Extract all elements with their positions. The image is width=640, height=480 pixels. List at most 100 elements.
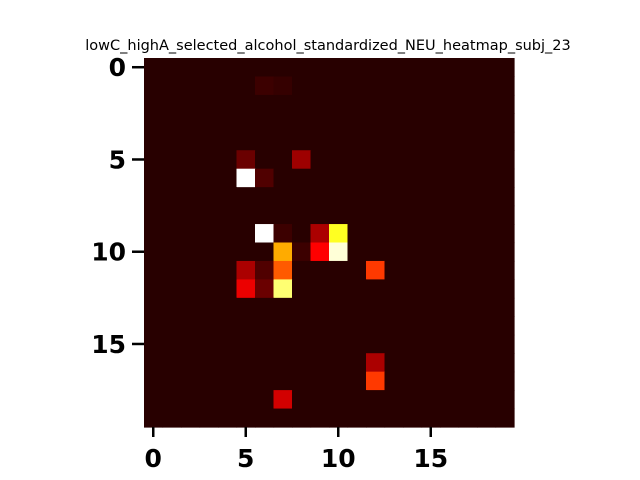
- heatmap-cell-0-6: [255, 58, 275, 78]
- heatmap-cell-11-10: [329, 260, 349, 280]
- heatmap-cell-9-1: [162, 224, 182, 244]
- heatmap-cell-19-2: [181, 408, 201, 428]
- heatmap-cell-6-5: [236, 168, 256, 188]
- heatmap-cell-18-8: [292, 390, 312, 410]
- heatmap-cell-11-5: [236, 260, 256, 280]
- heatmap-cell-7-19: [495, 187, 515, 207]
- heatmap-cell-6-10: [329, 168, 349, 188]
- heatmap-cell-7-13: [384, 187, 404, 207]
- heatmap-cell-17-15: [421, 371, 441, 391]
- heatmap-cell-14-3: [199, 316, 219, 336]
- heatmap-cell-13-10: [329, 297, 349, 317]
- heatmap-cell-5-19: [495, 150, 515, 170]
- heatmap-cell-8-16: [440, 205, 460, 225]
- heatmap-cell-5-16: [440, 150, 460, 170]
- heatmap-cell-14-6: [255, 316, 275, 336]
- heatmap-cell-7-6: [255, 187, 275, 207]
- heatmap-cell-0-0: [144, 58, 164, 78]
- heatmap-cell-0-3: [199, 58, 219, 78]
- heatmap-cell-16-18: [477, 353, 497, 373]
- heatmap-cell-15-4: [218, 334, 238, 354]
- heatmap-cell-9-0: [144, 224, 164, 244]
- heatmap-cell-1-12: [366, 76, 386, 96]
- heatmap-cell-6-2: [181, 168, 201, 188]
- heatmap-cell-12-16: [440, 279, 460, 299]
- heatmap-cell-14-11: [347, 316, 367, 336]
- heatmap-cell-12-18: [477, 279, 497, 299]
- x-tick-label: 5: [237, 444, 254, 473]
- heatmap-cell-4-8: [292, 131, 312, 151]
- heatmap-cell-3-11: [347, 113, 367, 133]
- heatmap-cell-0-8: [292, 58, 312, 78]
- heatmap-cell-14-2: [181, 316, 201, 336]
- heatmap-cell-9-9: [310, 224, 330, 244]
- heatmap-cell-4-18: [477, 131, 497, 151]
- heatmap-cell-16-13: [384, 353, 404, 373]
- heatmap-cell-18-0: [144, 390, 164, 410]
- heatmap-cell-0-14: [403, 58, 423, 78]
- heatmap-cell-7-5: [236, 187, 256, 207]
- heatmap-cell-2-7: [273, 94, 293, 114]
- heatmap-cell-19-14: [403, 408, 423, 428]
- heatmap-cell-17-13: [384, 371, 404, 391]
- heatmap-cell-17-6: [255, 371, 275, 391]
- heatmap-cell-3-13: [384, 113, 404, 133]
- heatmap-cell-14-8: [292, 316, 312, 336]
- heatmap-cell-9-15: [421, 224, 441, 244]
- heatmap-cell-17-3: [199, 371, 219, 391]
- heatmap-cell-12-15: [421, 279, 441, 299]
- heatmap-cell-19-6: [255, 408, 275, 428]
- heatmap-cell-17-18: [477, 371, 497, 391]
- heatmap-cell-1-13: [384, 76, 404, 96]
- heatmap-cell-9-2: [181, 224, 201, 244]
- heatmap-cell-1-10: [329, 76, 349, 96]
- heatmap-cell-13-9: [310, 297, 330, 317]
- heatmap-cell-0-18: [477, 58, 497, 78]
- heatmap-cell-7-7: [273, 187, 293, 207]
- heatmap-cell-8-13: [384, 205, 404, 225]
- x-tick-label: 0: [145, 444, 162, 473]
- heatmap-cell-8-4: [218, 205, 238, 225]
- heatmap-cell-13-1: [162, 297, 182, 317]
- heatmap-cell-12-7: [273, 279, 293, 299]
- heatmap-cell-2-18: [477, 94, 497, 114]
- heatmap-cell-16-1: [162, 353, 182, 373]
- heatmap-cell-7-4: [218, 187, 238, 207]
- heatmap-cell-18-7: [273, 390, 293, 410]
- heatmap-cell-8-7: [273, 205, 293, 225]
- heatmap-cell-1-4: [218, 76, 238, 96]
- heatmap-cell-9-7: [273, 224, 293, 244]
- heatmap-cell-14-18: [477, 316, 497, 336]
- heatmap-cell-11-7: [273, 260, 293, 280]
- heatmap-cell-10-7: [273, 242, 293, 262]
- heatmap-cell-2-2: [181, 94, 201, 114]
- heatmap-cell-14-5: [236, 316, 256, 336]
- heatmap-cell-13-13: [384, 297, 404, 317]
- heatmap-cell-16-19: [495, 353, 515, 373]
- heatmap-cell-1-15: [421, 76, 441, 96]
- heatmap-cell-10-19: [495, 242, 515, 262]
- heatmap-cell-17-8: [292, 371, 312, 391]
- heatmap-cell-13-8: [292, 297, 312, 317]
- heatmap-cell-18-13: [384, 390, 404, 410]
- heatmap-cell-1-2: [181, 76, 201, 96]
- heatmap-cell-13-16: [440, 297, 460, 317]
- heatmap-cell-4-6: [255, 131, 275, 151]
- heatmap-cell-2-11: [347, 94, 367, 114]
- heatmap-cell-10-10: [329, 242, 349, 262]
- heatmap-cell-1-5: [236, 76, 256, 96]
- heatmap-cell-4-10: [329, 131, 349, 151]
- heatmap-cell-3-19: [495, 113, 515, 133]
- heatmap-cell-10-14: [403, 242, 423, 262]
- heatmap-cell-6-1: [162, 168, 182, 188]
- heatmap-cell-6-6: [255, 168, 275, 188]
- heatmap-cell-17-10: [329, 371, 349, 391]
- heatmap-cell-9-11: [347, 224, 367, 244]
- heatmap-cell-12-3: [199, 279, 219, 299]
- heatmap-cell-19-18: [477, 408, 497, 428]
- heatmap-cell-19-3: [199, 408, 219, 428]
- heatmap-cell-11-14: [403, 260, 423, 280]
- heatmap-cell-13-2: [181, 297, 201, 317]
- heatmap-cell-4-19: [495, 131, 515, 151]
- heatmap-cell-1-1: [162, 76, 182, 96]
